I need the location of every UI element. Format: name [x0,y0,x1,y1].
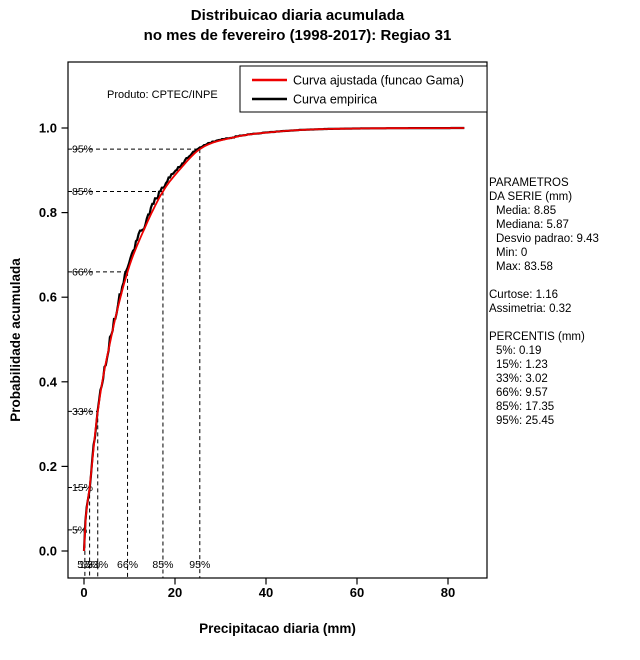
x-axis-tick-label: 80 [441,585,455,600]
y-axis-tick-label: 0.4 [39,374,58,389]
percentile-label-left: 66% [72,266,93,278]
watermark-label: Produto: CPTEC/INPE [107,89,218,101]
stat-curtose: Curtose: 1.16 [489,289,559,301]
fitted-curve [83,127,465,552]
x-axis-tick-label: 20 [168,585,182,600]
x-axis-title: Precipitacao diaria (mm) [199,621,356,636]
percentile-label-bottom: 15% [79,559,100,571]
y-axis-tick-label: 0.8 [39,205,57,220]
legend-box [239,65,488,113]
stats-panel: PARAMETROS DA SERIE (mm) Media: 8.85 Med… [489,176,639,428]
percentile-label-left: 15% [72,482,93,494]
stat-max: Max: 83.58 [496,261,553,273]
percentil-33: 33%: 3.02 [496,373,548,385]
percentil-85: 85%: 17.35 [496,401,555,413]
y-axis-tick-label: 0.6 [39,290,57,305]
x-axis-tick-label: 40 [259,585,273,600]
stat-media: Media: 8.85 [496,205,557,217]
params-header-line1: PARAMETROS [489,177,569,189]
stat-mediana: Mediana: 5.87 [496,219,569,231]
percentile-label-bottom: 85% [152,559,173,571]
percentile-label-left: 95% [72,144,93,156]
percentis-header: PERCENTIS (mm) [489,331,585,343]
chart-title: Distribuicao diaria acumulada no mes de … [0,6,595,46]
stat-min: Min: 0 [496,247,528,259]
chart-title-line2: no mes de fevereiro (1998-2017): Regiao … [143,27,452,44]
y-axis-tick-label: 0.2 [39,459,57,474]
plot-frame [67,61,488,579]
percentile-label-left: 5% [72,524,87,536]
percentil-95: 95%: 25.45 [496,415,555,427]
y-axis-tick-label: 1.0 [39,121,57,136]
stat-desvio-padrao: Desvio padrao: 9.43 [496,233,599,245]
legend-empirical-label: Curva empirica [293,93,377,107]
x-axis-tick-label: 0 [80,585,87,600]
percentil-66: 66%: 9.57 [496,387,548,399]
percentile-label-bottom: 33% [87,559,108,571]
percentile-label-bottom: 66% [117,559,138,571]
percentil-15: 15%: 1.23 [496,359,548,371]
y-axis-tick-label: 0.0 [39,544,57,559]
percentile-label-bottom: 95% [189,559,210,571]
percentile-label-left: 33% [72,406,93,418]
percentile-label-bottom: 5% [77,559,92,571]
params-header-line2: DA SERIE (mm) [489,191,573,203]
stat-assimetria: Assimetria: 0.32 [489,303,572,315]
chart-title-line1: Distribuicao diaria acumulada [190,7,405,24]
legend-fitted-label: Curva ajustada (funcao Gama) [293,74,464,88]
x-axis-tick-label: 60 [350,585,364,600]
y-axis-title: Probabilidade acumulada [8,258,23,422]
percentile-label-left: 85% [72,186,93,198]
percentil-5: 5%: 0.19 [496,345,542,357]
